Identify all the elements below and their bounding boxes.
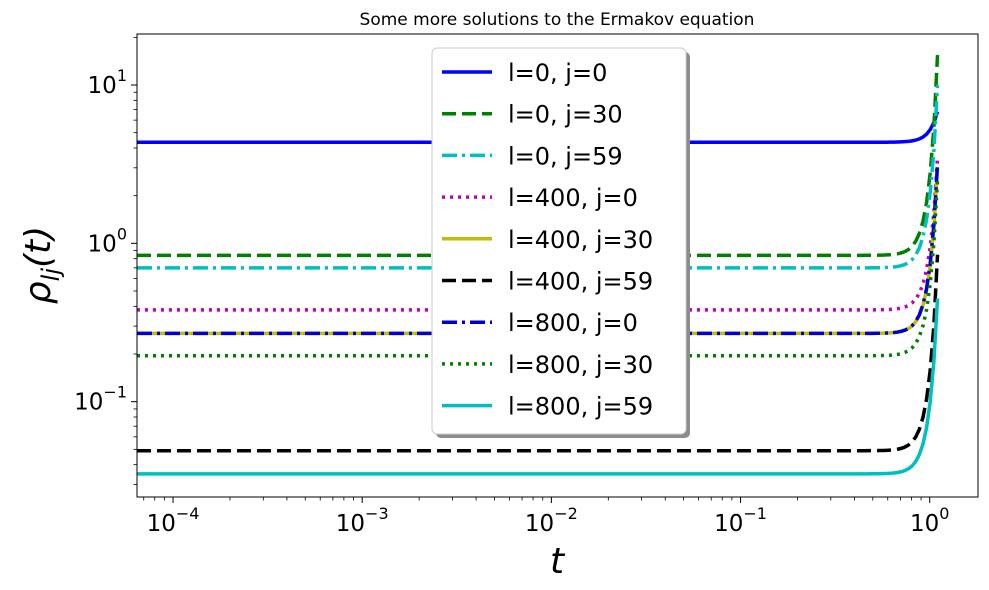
y-axis-label: ρlj(t) — [18, 226, 65, 304]
y-axis-ticks: 10−1 100 101 — [74, 36, 137, 485]
x-tick-label: 100 — [910, 504, 949, 537]
series-line-9 — [137, 298, 940, 476]
legend-label: l=0, j=0 — [508, 59, 607, 87]
y-tick-label: 100 — [88, 224, 127, 257]
plot-frame — [136, 33, 979, 498]
legend: l=0, j=0 l=0, j=30 l=0, j=59 l=400, j=0 l=40… — [431, 47, 690, 438]
legend-label: l=400, j=30 — [508, 226, 653, 254]
y-tick-label: 101 — [88, 66, 127, 99]
y-tick-label: 10−1 — [74, 383, 127, 416]
x-tick-label: 10−2 — [525, 504, 578, 537]
x-tick-label: 10−4 — [147, 504, 200, 537]
x-axis-label: t — [550, 541, 566, 582]
y-axis-label-text: ρlj(t) — [18, 226, 65, 304]
legend-label: l=0, j=59 — [508, 142, 623, 170]
x-tick-label: 10−1 — [714, 504, 767, 537]
chart-title: Some more solutions to the Ermakov equat… — [360, 10, 755, 30]
legend-label: l=400, j=0 — [508, 184, 638, 212]
series-line-6 — [137, 254, 940, 453]
legend-label: l=800, j=0 — [508, 309, 638, 337]
x-axis-ticks: 10−4 10−3 10−2 10−1 100 — [143, 497, 949, 537]
legend-label: l=0, j=30 — [508, 101, 623, 129]
legend-box — [431, 47, 687, 435]
legend-label: l=400, j=59 — [508, 268, 653, 296]
legend-label: l=800, j=59 — [508, 393, 653, 421]
legend-label: l=800, j=30 — [508, 351, 653, 379]
x-tick-label: 10−3 — [336, 504, 389, 537]
